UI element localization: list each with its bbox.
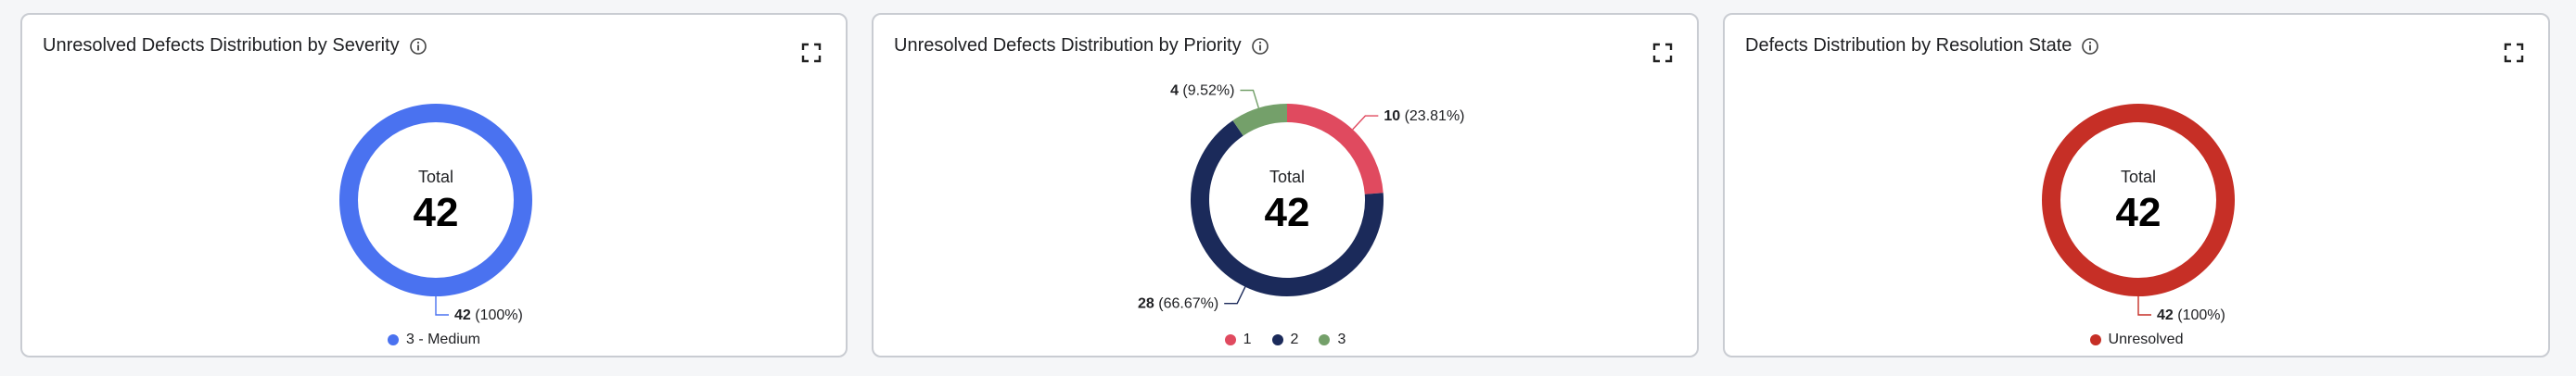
data-label: 42 (100%): [2157, 307, 2225, 323]
leader-line: [435, 296, 449, 316]
donut-slice[interactable]: [2042, 104, 2235, 296]
card-title: Unresolved Defects Distribution by Sever…: [43, 35, 427, 56]
leader-line: [1240, 89, 1260, 108]
center-label: Total: [418, 168, 453, 186]
card-title-text: Unresolved Defects Distribution by Prior…: [894, 35, 1242, 56]
data-label: 28 (66.67%): [1138, 296, 1218, 312]
info-icon[interactable]: [2081, 37, 2099, 56]
legend-item[interactable]: 2: [1271, 332, 1299, 348]
legend: 3 - Medium: [22, 332, 846, 348]
legend-item[interactable]: 3: [1319, 332, 1345, 348]
center-total: 42: [414, 190, 459, 235]
card-title: Defects Distribution by Resolution State: [1745, 35, 2099, 56]
legend-label: 2: [1290, 332, 1299, 347]
legend-dot: [1271, 334, 1283, 345]
center-label: Total: [1269, 168, 1305, 186]
data-label-value: 4: [1170, 83, 1179, 99]
resolution-state-chart-card: Defects Distribution by Resolution State…: [1723, 13, 2550, 357]
data-label-value: 42: [2157, 307, 2174, 323]
info-icon[interactable]: [1251, 37, 1269, 56]
legend-dot: [2089, 334, 2101, 345]
priority-chart-card: Unresolved Defects Distribution by Prior…: [872, 13, 1699, 357]
donut-chart: 10 (23.81%) 28 (66.67%) 4 (9.52%) Total 42: [1138, 83, 1464, 312]
expand-icon[interactable]: [2504, 43, 2524, 63]
legend-dot: [387, 334, 399, 345]
donut-chart: 42 (100%) Total 42: [339, 104, 532, 323]
legend-dot: [1319, 334, 1331, 345]
severity-chart-card: Unresolved Defects Distribution by Sever…: [20, 13, 848, 357]
legend: Unresolved: [1725, 332, 2548, 348]
data-label: 42 (100%): [454, 307, 523, 323]
card-title: Unresolved Defects Distribution by Prior…: [894, 35, 1269, 56]
data-label: 4 (9.52%): [1170, 83, 1234, 99]
data-label-value: 10: [1384, 108, 1400, 124]
leader-line: [1352, 115, 1379, 131]
donut-slice[interactable]: [1191, 120, 1384, 296]
center-label: Total: [2121, 168, 2156, 186]
data-label-percent: (23.81%): [1400, 108, 1464, 124]
card-title-text: Defects Distribution by Resolution State: [1745, 35, 2072, 56]
donut-chart: 42 (100%) Total 42: [2042, 104, 2235, 323]
leader-line: [2137, 296, 2151, 316]
data-label: 10 (23.81%): [1384, 108, 1464, 124]
donut-slice[interactable]: [339, 104, 532, 296]
data-label-value: 42: [454, 307, 471, 323]
legend-item[interactable]: 1: [1224, 332, 1252, 348]
data-label-value: 28: [1138, 296, 1154, 312]
info-icon[interactable]: [409, 37, 427, 56]
legend-label: 3 - Medium: [405, 332, 481, 347]
expand-icon[interactable]: [1652, 43, 1673, 63]
center-total: 42: [1265, 190, 1310, 235]
center-total: 42: [2116, 190, 2162, 235]
leader-line: [1224, 286, 1246, 305]
legend-item[interactable]: 3 - Medium: [387, 332, 481, 348]
legend-item[interactable]: Unresolved: [2089, 332, 2184, 348]
card-title-text: Unresolved Defects Distribution by Sever…: [43, 35, 400, 56]
legend-dot: [1224, 334, 1236, 345]
legend-label: 3: [1337, 332, 1346, 347]
expand-icon[interactable]: [801, 43, 822, 63]
legend-label: Unresolved: [2108, 332, 2184, 347]
legend: 1 2 3: [874, 332, 1697, 348]
legend-label: 1: [1243, 332, 1252, 347]
data-label-percent: (100%): [471, 307, 523, 323]
donut-slice[interactable]: [1232, 104, 1288, 136]
data-label-percent: (100%): [2174, 307, 2225, 323]
data-label-percent: (9.52%): [1179, 83, 1234, 99]
donut-slice[interactable]: [1286, 104, 1384, 195]
data-label-percent: (66.67%): [1154, 296, 1218, 312]
